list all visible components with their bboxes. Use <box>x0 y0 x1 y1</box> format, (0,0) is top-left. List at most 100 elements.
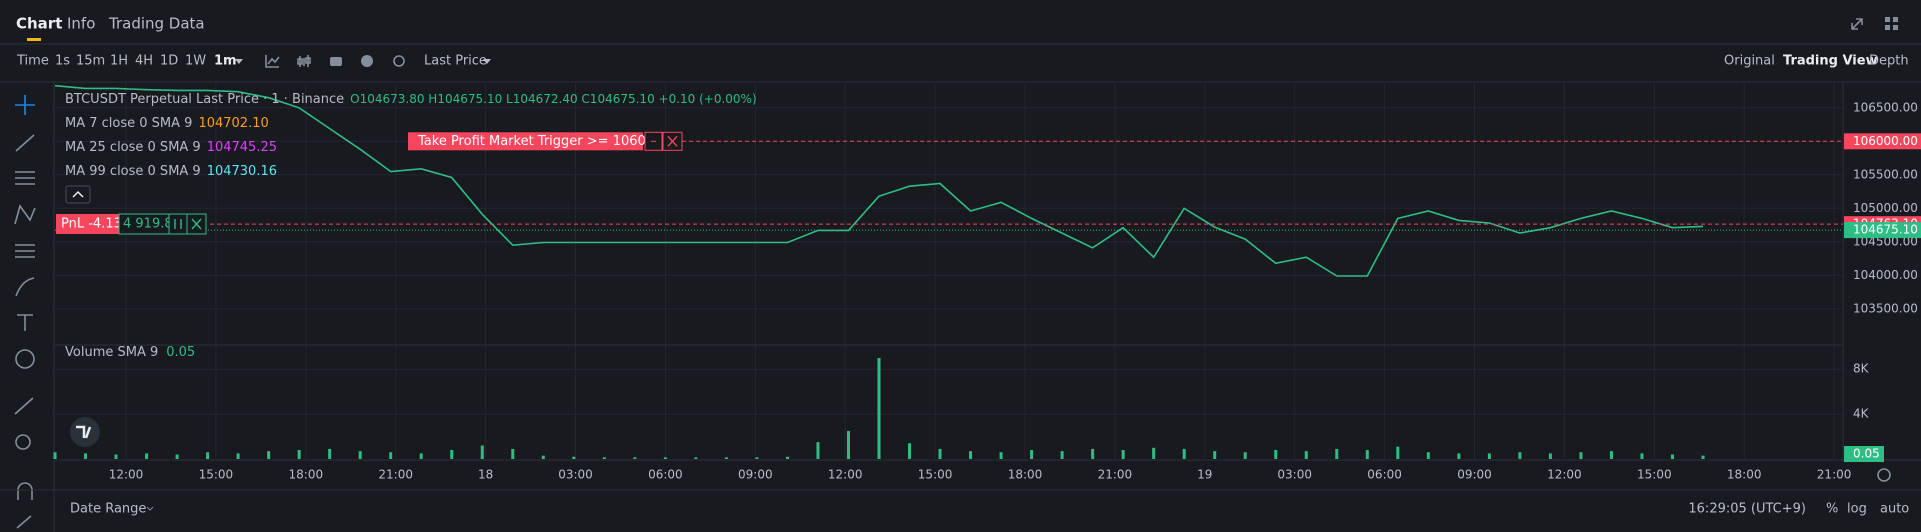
volume-bar <box>541 455 545 459</box>
interval[interactable]: 1W <box>185 54 206 69</box>
interval[interactable]: 4H <box>135 54 153 69</box>
ma-row: MA 25 close 0 SMA 9 104745.25 <box>65 140 277 155</box>
pattern-tool[interactable] <box>14 204 36 225</box>
x-tick-label: 03:00 <box>1277 468 1312 482</box>
close-icon <box>191 218 202 230</box>
x-tick-label: 18 <box>478 468 493 482</box>
volume-bar <box>785 456 789 459</box>
dropdown-arrow <box>146 506 154 511</box>
date-range[interactable]: Date Range <box>70 502 146 517</box>
pencil-tool[interactable] <box>16 515 32 529</box>
volume-bar <box>1548 453 1552 459</box>
interval[interactable]: 15m <box>76 54 105 69</box>
ruler-tool[interactable] <box>14 397 34 415</box>
interval[interactable]: 1m <box>214 54 237 69</box>
volume-tag-label: 0.05 <box>1853 447 1880 461</box>
volume-bar <box>1060 451 1064 459</box>
grid-icon[interactable] <box>1885 17 1898 30</box>
zoom-tool[interactable] <box>15 434 31 450</box>
expand-icon[interactable] <box>1851 18 1863 30</box>
tab[interactable]: Info <box>67 15 95 33</box>
volume-tick-label: 4K <box>1853 407 1870 421</box>
tab[interactable]: Trading Data <box>108 15 205 33</box>
volume-bar <box>1609 451 1613 459</box>
brush-tool[interactable] <box>15 277 35 297</box>
volume-bar <box>1213 451 1217 459</box>
indicator-icon[interactable] <box>265 55 280 68</box>
price-type[interactable]: Last Price <box>424 54 487 69</box>
view-option[interactable]: Trading View <box>1783 54 1878 69</box>
volume-bar <box>938 448 942 459</box>
magnet-tool[interactable] <box>17 482 33 500</box>
reverse-icon <box>174 219 182 229</box>
dropdown-arrow <box>235 59 243 64</box>
tab[interactable]: Chart <box>16 15 62 33</box>
interval[interactable]: 1D <box>160 54 178 69</box>
tab-underline <box>27 38 41 41</box>
tradingview-mark <box>76 425 92 439</box>
emoji-tool[interactable] <box>15 349 35 369</box>
price-line <box>54 84 1704 277</box>
x-tick-label: 12:00 <box>109 468 144 482</box>
fib-tool[interactable] <box>15 171 35 185</box>
pnl: PnL -4.13 <box>61 217 122 232</box>
ma-legend: MA 7 close 0 SMA 9 104702.10 MA 25 close 0… <box>65 116 277 179</box>
volume-bar <box>724 457 728 459</box>
y-tick-label: 106500.00 <box>1853 100 1918 114</box>
volume-bar <box>206 452 210 459</box>
crosshair-tool[interactable] <box>15 95 35 115</box>
position-size: 4 919.8 <box>123 217 173 232</box>
volume-bar <box>969 451 973 459</box>
scale-option[interactable]: % <box>1826 502 1838 517</box>
volume-bar <box>267 451 271 459</box>
volume-tag <box>1844 446 1884 462</box>
volume-bar <box>816 442 820 459</box>
x-tick-label: 09:00 <box>1457 468 1492 482</box>
interval: Time <box>16 54 49 69</box>
x-tick-label: 15:00 <box>918 468 953 482</box>
axis-settings[interactable] <box>1877 468 1891 482</box>
volume-bar <box>389 452 393 459</box>
volume-bar <box>572 456 576 459</box>
volume-bar <box>328 448 332 459</box>
scale-option[interactable]: log <box>1847 502 1867 517</box>
volume-label: Volume SMA 9 <box>65 345 158 360</box>
scale-option[interactable]: auto <box>1880 502 1909 517</box>
position-label[interactable]: PnL -4.13 4 919.8 <box>56 213 207 235</box>
legend-title: BTCUSDT Perpetual Last Price · 1 · Binan… <box>65 92 757 107</box>
volume-bar <box>602 457 606 459</box>
volume-bar <box>908 443 912 459</box>
volume-bar <box>755 457 759 459</box>
volume-bar <box>1335 448 1339 459</box>
collapse-button[interactable] <box>65 185 91 204</box>
volume-bar <box>53 452 57 459</box>
plot <box>53 84 1843 459</box>
x-tick-label: 21:00 <box>1098 468 1133 482</box>
y-tick-label: 103500.00 <box>1853 301 1918 315</box>
x-tick-label: 21:00 <box>378 468 413 482</box>
settings-icon[interactable] <box>393 55 405 67</box>
interval[interactable]: 1H <box>110 54 128 69</box>
toolbar-icons <box>265 55 405 68</box>
reverse-button[interactable] <box>168 213 188 235</box>
take-profit-order[interactable]: Take Profit Market Trigger >= 106000.00 <box>408 131 683 151</box>
view-option[interactable]: Original <box>1724 54 1775 69</box>
volume-bar <box>450 450 454 459</box>
candle-icon[interactable] <box>297 55 311 67</box>
ma-row: MA 7 close 0 SMA 9 104702.10 <box>65 116 269 131</box>
volume-bar <box>1457 453 1461 459</box>
line-tool[interactable] <box>15 134 35 152</box>
price-tag-label: 106000.00 <box>1853 134 1918 148</box>
volume-bar <box>999 452 1003 459</box>
view-option[interactable]: Depth <box>1869 54 1909 69</box>
volume-bar <box>1152 447 1156 459</box>
camera-icon[interactable] <box>330 57 342 66</box>
interval[interactable]: 1s <box>55 54 70 69</box>
price-tag <box>1844 222 1921 239</box>
add-icon[interactable] <box>361 55 373 67</box>
measure-tool[interactable] <box>15 244 35 258</box>
x-tick-label: 19 <box>1197 468 1212 482</box>
volume-bar <box>236 453 240 459</box>
text-tool[interactable] <box>17 314 33 331</box>
